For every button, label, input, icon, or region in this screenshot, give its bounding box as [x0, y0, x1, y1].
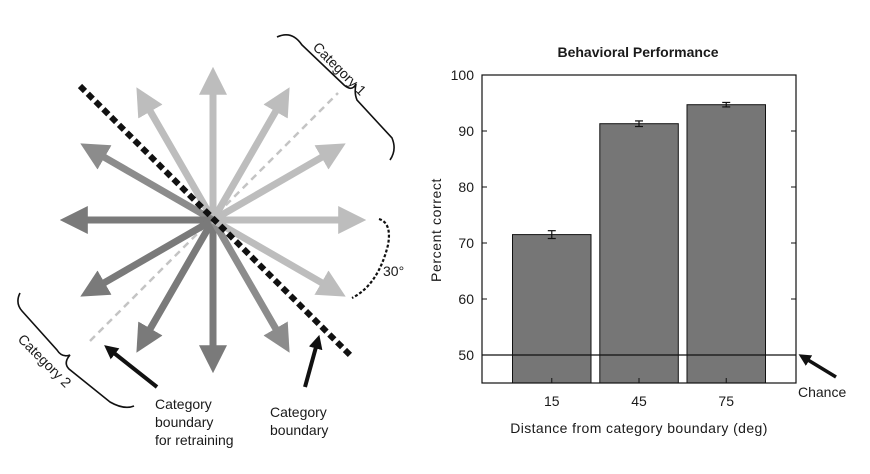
y-tick-label-60: 60 — [458, 291, 474, 307]
chance-label: Chance — [798, 384, 846, 400]
direction-arrow-300 — [209, 218, 290, 353]
boundary-pointer-arrow — [303, 334, 323, 388]
category1-brace — [276, 34, 395, 161]
category-boundary-line — [77, 83, 353, 358]
y-axis-ticks: 50 60 70 80 90 100 — [451, 67, 796, 363]
error-bar-15 — [547, 230, 556, 240]
category1-label: Category 1 — [310, 39, 370, 99]
bar-75 — [686, 104, 766, 384]
retraining-pointer-arrow — [104, 345, 159, 389]
direction-arrow-120 — [136, 87, 217, 222]
chart-title: Behavioral Performance — [557, 44, 718, 60]
direction-arrow-330 — [211, 216, 346, 297]
chance-pointer-arrow — [798, 354, 837, 379]
x-tick-label-15: 15 — [544, 393, 560, 409]
y-tick-label-80: 80 — [458, 179, 474, 195]
retraining-label: Category boundary for retraining — [155, 396, 234, 448]
retraining-boundary-line — [89, 92, 339, 342]
angle-arc — [351, 217, 391, 299]
direction-arrows — [59, 66, 367, 374]
retraining-label-line1: Category — [155, 396, 212, 412]
y-tick-label-50: 50 — [458, 347, 474, 363]
boundary-label-line2: boundary — [270, 422, 328, 438]
error-bars — [547, 101, 731, 240]
direction-arrow-210 — [80, 216, 215, 297]
angle-label: 30° — [383, 263, 404, 279]
boundary-label: Category boundary — [270, 404, 331, 438]
error-bar-75 — [722, 101, 731, 108]
y-tick-label-70: 70 — [458, 235, 474, 251]
y-tick-label-90: 90 — [458, 123, 474, 139]
direction-arrow-240 — [136, 218, 217, 353]
boundary-label-line1: Category — [270, 404, 327, 420]
y-tick-label-100: 100 — [451, 67, 475, 83]
x-axis-label: Distance from category boundary (deg) — [510, 420, 768, 436]
y-axis-label: Percent correct — [428, 178, 444, 282]
error-bar-45 — [635, 120, 643, 128]
x-tick-label-45: 45 — [631, 393, 647, 409]
retraining-label-line2: boundary — [155, 414, 213, 430]
retraining-label-line3: for retraining — [155, 432, 234, 448]
x-tick-label-75: 75 — [718, 393, 734, 409]
direction-arrow-150 — [80, 143, 215, 224]
bar-45 — [599, 123, 679, 384]
direction-arrow-30 — [211, 143, 346, 224]
direction-arrow-60 — [209, 87, 290, 222]
behavioral-performance-chart: Behavioral Performance 50 60 70 80 90 100 15 4… — [428, 44, 846, 436]
category2-brace — [17, 292, 135, 409]
x-axis-ticks: 15 45 75 — [544, 378, 734, 409]
bar-15 — [512, 234, 592, 384]
bars — [512, 104, 766, 384]
direction-diagram: Category 1 Category 2 30° Category bound… — [15, 34, 404, 448]
